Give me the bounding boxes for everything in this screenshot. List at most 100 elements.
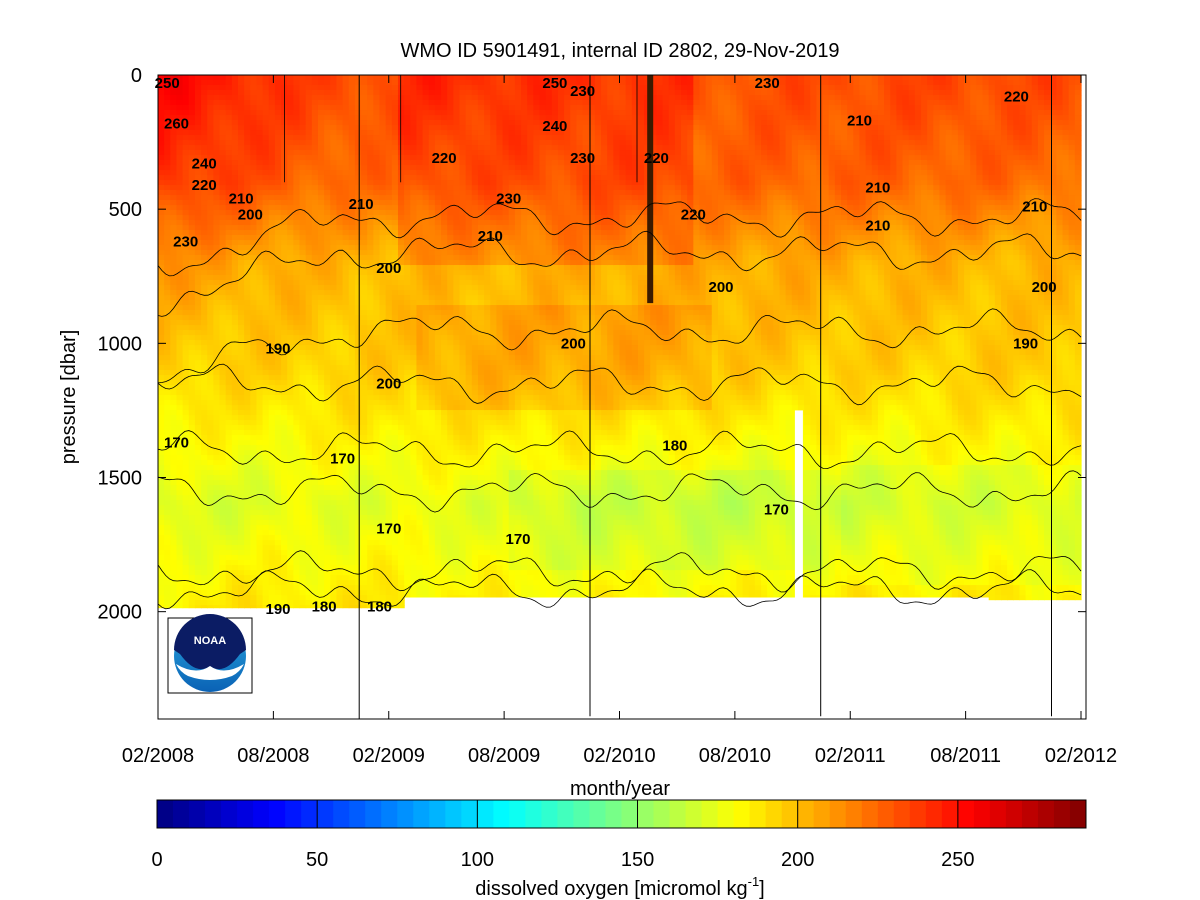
heat-cell xyxy=(311,555,319,561)
heat-cell xyxy=(194,555,202,561)
heat-cell xyxy=(367,290,374,296)
heat-cell xyxy=(256,400,264,406)
heat-cell xyxy=(324,220,331,226)
heat-cell xyxy=(367,370,374,376)
heat-cell xyxy=(274,120,282,126)
heat-cell xyxy=(225,590,233,596)
heat-cell xyxy=(336,235,344,241)
heat-cell xyxy=(201,395,208,401)
heat-cell xyxy=(244,285,251,291)
heat-cell xyxy=(158,345,165,351)
heat-cell xyxy=(299,400,307,406)
heat-cell xyxy=(336,80,344,86)
heat-cell xyxy=(231,215,239,221)
heat-cell xyxy=(373,170,381,176)
heat-cell xyxy=(324,145,331,151)
heat-cell xyxy=(201,430,208,436)
heat-cell xyxy=(404,335,411,341)
heat-cell xyxy=(256,165,264,171)
heat-cell xyxy=(416,185,424,191)
heat-cell xyxy=(213,95,221,101)
heat-cell xyxy=(207,590,214,596)
heat-cell xyxy=(441,485,448,491)
heat-cell xyxy=(397,515,405,521)
heat-cell xyxy=(188,135,196,141)
heat-cell xyxy=(256,460,264,466)
heat-cell xyxy=(281,475,288,481)
heat-cell xyxy=(416,565,424,571)
heat-cell xyxy=(194,125,202,131)
heat-cell xyxy=(194,355,202,361)
heat-cell xyxy=(237,490,245,496)
heat-cell xyxy=(231,445,239,451)
heat-cell xyxy=(250,295,258,301)
heat-cell xyxy=(361,110,368,116)
heat-cell xyxy=(311,220,319,226)
heat-cell xyxy=(305,320,313,326)
heat-cell xyxy=(416,560,424,566)
heat-cell xyxy=(311,550,319,556)
heat-cell xyxy=(397,255,405,261)
heat-cell xyxy=(164,250,171,256)
heat-cell xyxy=(274,445,282,451)
heat-cell xyxy=(299,170,307,176)
heat-cell xyxy=(428,480,436,486)
heat-cell xyxy=(299,330,307,336)
heat-cell xyxy=(256,295,264,301)
heat-cell xyxy=(287,75,294,81)
heat-cell xyxy=(336,475,344,481)
heat-cell xyxy=(305,265,313,271)
heat-cell xyxy=(404,475,411,481)
heat-cell xyxy=(237,420,245,426)
heat-cell xyxy=(244,200,251,206)
heat-cell xyxy=(324,140,331,146)
heat-cell xyxy=(268,95,276,101)
heat-cell xyxy=(305,75,313,81)
heat-cell xyxy=(188,575,196,581)
heat-cell xyxy=(244,480,251,486)
heat-cell xyxy=(361,375,368,381)
heat-cell xyxy=(330,180,338,186)
heat-cell xyxy=(176,415,184,421)
heat-cell xyxy=(299,250,307,256)
heat-cell xyxy=(416,530,424,536)
heat-cell xyxy=(441,400,448,406)
heat-cell xyxy=(262,505,270,511)
heat-cell xyxy=(201,320,208,326)
heat-cell xyxy=(268,285,276,291)
heat-cell xyxy=(342,130,350,136)
heat-cell xyxy=(422,325,430,331)
heat-cell xyxy=(213,150,221,156)
heat-cell xyxy=(434,315,442,321)
heat-cell xyxy=(404,215,411,221)
heat-cell xyxy=(410,370,418,376)
heat-cell xyxy=(231,395,239,401)
heat-cell xyxy=(287,440,294,446)
heat-cell xyxy=(428,440,436,446)
heat-cell xyxy=(281,595,288,601)
heat-cell xyxy=(256,305,264,311)
heat-cell xyxy=(170,215,178,221)
heat-cell xyxy=(201,100,208,106)
heat-cell xyxy=(416,200,424,206)
heat-cell xyxy=(317,500,325,506)
heat-cell xyxy=(354,310,362,316)
heat-cell xyxy=(434,120,442,126)
heat-cell xyxy=(244,405,251,411)
heat-cell xyxy=(262,290,270,296)
heat-cell xyxy=(188,410,196,416)
heat-cell xyxy=(324,295,331,301)
heat-cell xyxy=(441,265,448,271)
heat-cell xyxy=(194,375,202,381)
heat-cell xyxy=(268,385,276,391)
heat-cell xyxy=(422,435,430,441)
heat-cell xyxy=(422,475,430,481)
heat-cell xyxy=(416,75,424,81)
heat-cell xyxy=(404,340,411,346)
heat-cell xyxy=(176,335,184,341)
heat-cell xyxy=(422,160,430,166)
heat-cell xyxy=(244,320,251,326)
heat-cell xyxy=(422,185,430,191)
heat-cell xyxy=(262,435,270,441)
heat-cell xyxy=(361,585,368,591)
